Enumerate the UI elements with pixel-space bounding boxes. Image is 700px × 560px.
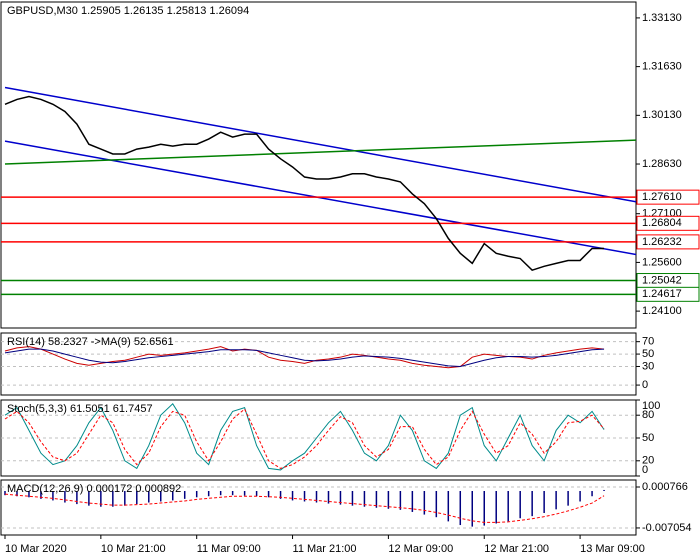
series-line	[4, 408, 605, 469]
level-label: 1.25042	[642, 274, 682, 286]
panel-title: MACD(12,26,9) 0.000172 0.000892	[7, 483, 181, 495]
x-tick-label: 13 Mar 09:00	[580, 543, 645, 555]
y-tick-label: 0	[642, 464, 648, 476]
x-tick-label: 12 Mar 21:00	[484, 543, 549, 555]
level-label: 1.26804	[642, 217, 682, 229]
level-label-box	[636, 286, 700, 302]
level-label: 1.27610	[642, 191, 682, 203]
panel-title: GBPUSD,M30 1.25905 1.26135 1.25813 1.260…	[7, 5, 249, 17]
y-tick-label: 1.30130	[642, 109, 682, 121]
series-line	[4, 403, 605, 471]
y-tick-label: 1.31630	[642, 61, 682, 73]
x-tick-label: 10 Mar 2020	[5, 543, 67, 555]
series-line	[4, 95, 605, 272]
y-tick-label: 100	[642, 400, 660, 412]
trendline	[4, 139, 637, 165]
x-tick-label: 11 Mar 21:00	[293, 543, 357, 555]
level-label-box	[636, 234, 700, 250]
x-tick-label: 10 Mar 21:00	[101, 543, 166, 555]
y-tick-label: 70	[642, 336, 654, 348]
y-tick-label: 0.000766	[642, 481, 688, 493]
y-tick-label: 1.24100	[642, 305, 682, 317]
series-line	[4, 348, 605, 367]
panel-title: RSI(14) 58.2327 ->MA(9) 52.6561	[7, 336, 174, 348]
y-tick-label: 1.33130	[642, 12, 682, 24]
y-tick-label: 80	[642, 409, 654, 421]
series-line	[4, 493, 605, 523]
y-tick-label: 30	[642, 360, 654, 372]
y-tick-label: -0.007054	[642, 522, 692, 534]
level-label-box	[636, 189, 700, 205]
trendline	[4, 86, 637, 203]
x-tick-label: 11 Mar 09:00	[197, 543, 261, 555]
y-tick-label: 50	[642, 348, 654, 360]
level-label-box	[636, 215, 700, 231]
panel-frame	[0, 1, 637, 329]
y-tick-label: 1.28630	[642, 158, 682, 170]
level-label: 1.24617	[642, 288, 682, 300]
y-tick-label: 1.25600	[642, 256, 682, 268]
panel-title: Stoch(5,3,3) 61.5051 61.7457	[7, 403, 153, 415]
level-label: 1.26232	[642, 236, 682, 248]
panel-frame	[0, 479, 637, 536]
x-tick-label: 12 Mar 09:00	[388, 543, 453, 555]
y-tick-label: 20	[642, 455, 654, 467]
y-tick-label: 0	[642, 379, 648, 391]
y-tick-label: 50	[642, 432, 654, 444]
panel-frame	[0, 332, 637, 396]
